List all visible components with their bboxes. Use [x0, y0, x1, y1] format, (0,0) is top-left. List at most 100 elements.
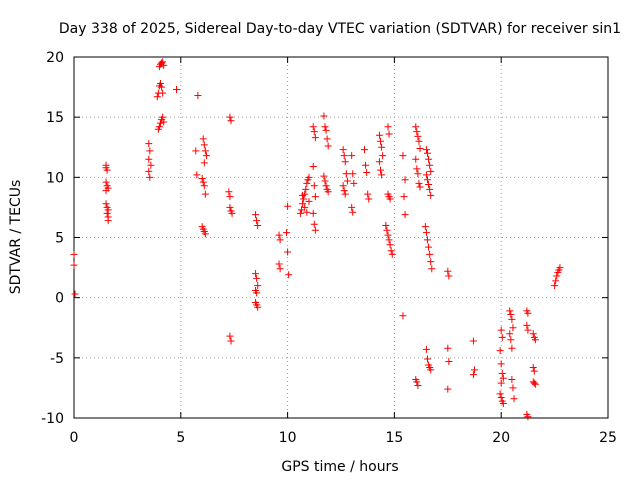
data-point-plus: [201, 190, 209, 198]
data-point-plus: [340, 152, 348, 160]
data-point-plus: [349, 170, 357, 178]
data-point-plus: [285, 271, 293, 279]
data-point-plus: [426, 161, 434, 169]
data-point-plus: [102, 200, 110, 208]
data-point-plus: [375, 158, 383, 166]
data-point-plus: [254, 303, 262, 311]
data-point-plus: [71, 290, 79, 298]
data-point-plus: [252, 270, 260, 278]
y-tick-label: 0: [55, 291, 64, 307]
data-point-plus: [360, 146, 368, 154]
data-point-plus: [228, 209, 236, 217]
data-point-plus: [551, 282, 559, 290]
data-point-plus: [362, 161, 370, 169]
data-point-plus: [415, 137, 423, 145]
data-point-plus: [387, 247, 395, 255]
data-point-plus: [158, 83, 166, 91]
data-point-plus: [194, 92, 202, 100]
data-point-plus: [508, 315, 516, 323]
data-point-plus: [310, 182, 318, 190]
data-point-plus: [427, 258, 435, 266]
data-points: [70, 58, 564, 421]
data-point-plus: [530, 379, 538, 387]
x-tick-label: 20: [492, 430, 510, 446]
data-point-plus: [497, 360, 505, 368]
data-point-plus: [311, 193, 319, 201]
data-point-plus: [498, 333, 506, 341]
data-point-plus: [444, 385, 452, 393]
data-point-plus: [275, 260, 283, 268]
data-point-plus: [321, 123, 329, 131]
data-point-plus: [399, 152, 407, 160]
data-point-plus: [386, 241, 394, 249]
data-point-plus: [284, 248, 292, 256]
data-point-plus: [159, 113, 167, 121]
data-point-plus: [422, 171, 430, 179]
data-point-plus: [341, 158, 349, 166]
axis-ticks: 0 5 10 15 20 25 -10 -5 0 5 10 15 20: [41, 50, 617, 446]
data-point-plus: [506, 307, 514, 315]
data-point-plus: [301, 203, 309, 211]
data-point-plus: [173, 85, 181, 93]
data-point-plus: [102, 187, 110, 195]
data-point-plus: [364, 190, 372, 198]
x-tick-label: 10: [279, 430, 297, 446]
data-point-plus: [311, 134, 319, 142]
data-point-plus: [311, 226, 319, 234]
data-point-plus: [427, 191, 435, 199]
data-point-plus: [309, 163, 317, 171]
data-point-plus: [303, 208, 311, 216]
data-point-plus: [416, 144, 424, 152]
data-point-plus: [343, 177, 351, 185]
data-point-plus: [426, 250, 434, 258]
data-point-plus: [348, 203, 356, 211]
data-point-plus: [276, 265, 284, 273]
data-point-plus: [422, 345, 430, 353]
data-point-plus: [153, 93, 161, 101]
data-point-plus: [524, 326, 532, 334]
data-point-plus: [444, 344, 452, 352]
data-point-plus: [523, 321, 531, 329]
data-point-plus: [103, 166, 111, 174]
data-point-plus: [302, 185, 310, 193]
data-point-plus: [524, 413, 532, 421]
data-point-plus: [553, 272, 561, 280]
data-point-plus: [160, 61, 168, 69]
data-point-plus: [70, 250, 78, 258]
x-axis-label: GPS time / hours: [281, 459, 398, 475]
data-point-plus: [199, 178, 207, 186]
grid-lines: [74, 57, 608, 418]
data-point-plus: [401, 211, 409, 219]
data-point-plus: [426, 185, 434, 193]
data-point-plus: [200, 159, 208, 167]
data-point-plus: [193, 171, 201, 179]
data-point-plus: [225, 188, 233, 196]
data-point-plus: [159, 58, 167, 66]
data-point-plus: [377, 166, 385, 174]
x-tick-label: 0: [70, 430, 79, 446]
data-point-plus: [146, 173, 154, 181]
data-point-plus: [509, 384, 517, 392]
data-point-plus: [348, 152, 356, 160]
data-point-plus: [400, 193, 408, 201]
data-point-plus: [385, 236, 393, 244]
data-point-plus: [424, 176, 432, 184]
data-point-plus: [157, 119, 165, 127]
data-point-plus: [428, 265, 436, 273]
data-point-plus: [384, 231, 392, 239]
data-point-plus: [321, 177, 329, 185]
data-point-plus: [414, 132, 422, 140]
data-point-plus: [412, 123, 420, 131]
data-point-plus: [509, 324, 517, 332]
x-tick-label: 15: [385, 430, 403, 446]
data-point-plus: [226, 193, 234, 201]
data-point-plus: [507, 336, 515, 344]
data-point-plus: [378, 171, 386, 179]
data-point-plus: [70, 261, 78, 269]
data-point-plus: [300, 195, 308, 203]
y-tick-label: 10: [46, 170, 64, 186]
data-point-plus: [552, 277, 560, 285]
data-point-plus: [324, 188, 332, 196]
data-point-plus: [497, 326, 505, 334]
data-point-plus: [413, 165, 421, 173]
